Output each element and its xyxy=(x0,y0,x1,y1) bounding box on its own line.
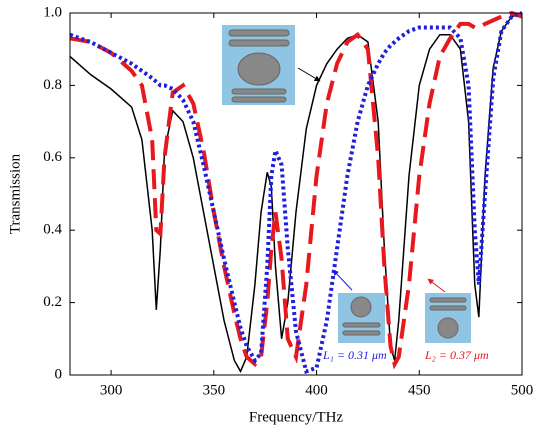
y-tick-label: 0.2 xyxy=(43,294,62,310)
inset-top xyxy=(222,25,295,105)
arrow xyxy=(427,278,446,293)
y-tick-label: 0.4 xyxy=(43,222,62,238)
series-group xyxy=(70,11,522,374)
y-axis-label: Transmission xyxy=(7,153,23,234)
x-axis-label: Frequency/THz xyxy=(249,409,343,425)
x-tick-label: 400 xyxy=(305,382,328,398)
annotation: L₁ = 0.31 μm xyxy=(322,348,387,362)
y-tick-label: 0 xyxy=(55,366,63,382)
y-tick-label: 0.8 xyxy=(43,77,62,93)
x-tick-label: 500 xyxy=(511,382,534,398)
annotation: L₂ = 0.37 μm xyxy=(424,348,489,362)
arrow xyxy=(332,269,353,291)
x-tick-label: 350 xyxy=(203,382,226,398)
y-tick-label: 0.6 xyxy=(43,149,62,165)
x-tick-label: 300 xyxy=(100,382,123,398)
arrow xyxy=(297,67,321,82)
y-tick-label: 1.0 xyxy=(43,4,62,20)
series-line xyxy=(70,11,522,370)
series-line xyxy=(70,12,522,374)
x-tick-label: 450 xyxy=(408,382,431,398)
plot-area: 0 0.2 0.4 0.6 0.8 1.0 300 350 400 450 500 L₁ = 0.31… xyxy=(43,4,533,398)
frame xyxy=(69,12,523,376)
inset-l2 xyxy=(425,293,471,343)
inset-l1 xyxy=(338,293,385,343)
